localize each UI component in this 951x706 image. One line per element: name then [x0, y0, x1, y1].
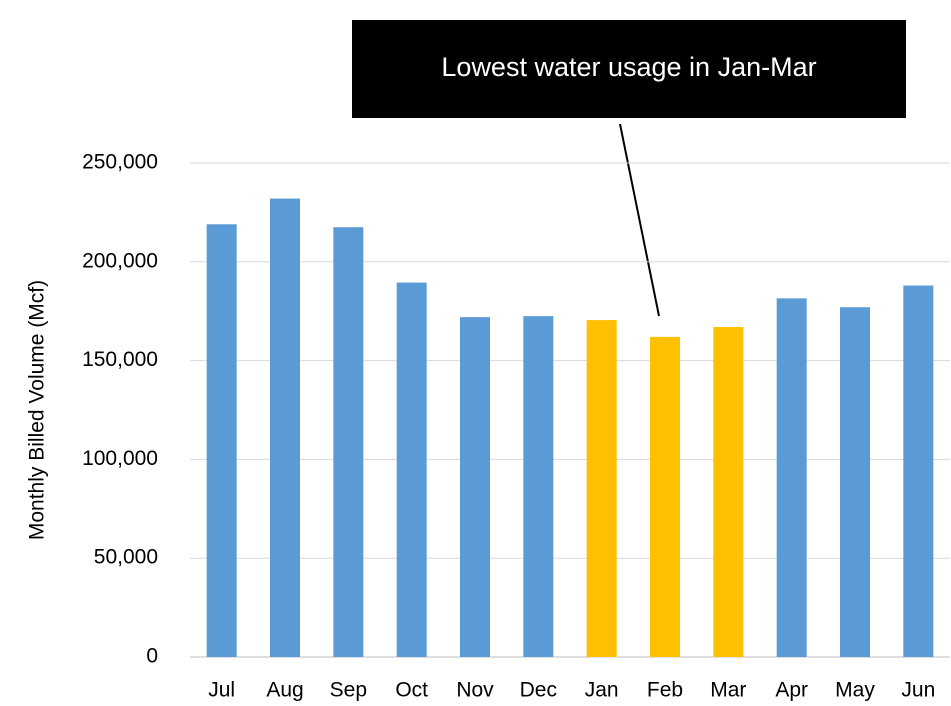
x-tick-label: Jun: [901, 679, 935, 702]
y-tick-label: 100,000: [82, 447, 158, 470]
annotation-line: [619, 123, 660, 317]
y-axis-title: Monthly Billed Volume (Mcf): [26, 280, 49, 540]
bar: [396, 282, 427, 657]
y-tick-label: 0: [146, 645, 158, 668]
x-tick-label: Mar: [710, 679, 746, 702]
x-tick-label: Apr: [775, 679, 808, 702]
annotation-box: [352, 20, 906, 118]
y-tick-label: 50,000: [94, 546, 158, 569]
x-tick-label: Oct: [395, 679, 428, 702]
annotation-text: Lowest water usage in Jan-Mar: [441, 52, 816, 82]
bar: [903, 285, 934, 657]
bar: [206, 224, 237, 658]
x-tick-label: Sep: [330, 679, 367, 702]
x-tick-label: Jan: [585, 679, 619, 702]
bar: [460, 317, 490, 657]
bar: [333, 227, 364, 657]
bar: [270, 198, 300, 657]
y-tick-label: 200,000: [82, 249, 158, 272]
x-tick-label: May: [835, 679, 875, 702]
x-tick-label: Jul: [208, 679, 235, 702]
y-tick-label: 250,000: [82, 151, 158, 174]
bar: [586, 320, 617, 657]
bar: [776, 298, 807, 657]
bar: [713, 327, 744, 657]
x-tick-label: Nov: [456, 679, 494, 702]
bar: [840, 307, 870, 657]
bar: [650, 336, 680, 657]
x-tick-label: Aug: [266, 679, 303, 702]
x-tick-label: Feb: [647, 679, 683, 702]
bar: [523, 316, 554, 657]
y-tick-label: 150,000: [82, 348, 158, 371]
x-tick-label: Dec: [520, 679, 557, 702]
